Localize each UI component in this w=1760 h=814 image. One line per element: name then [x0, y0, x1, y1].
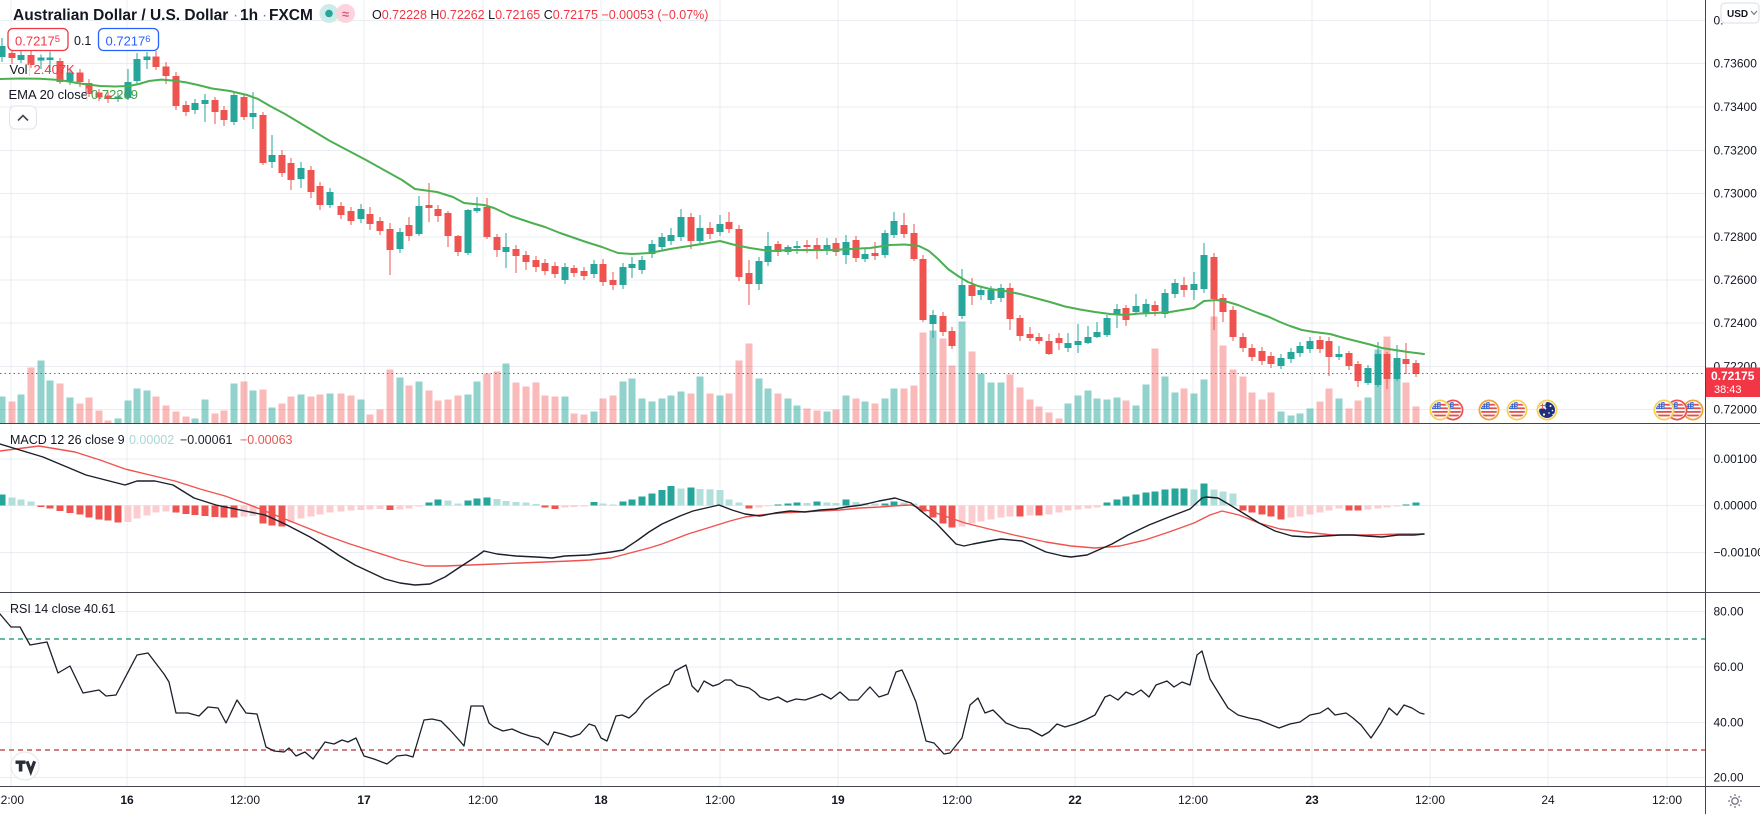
svg-text:0.73200: 0.73200 [1714, 144, 1758, 158]
svg-text:·: · [262, 7, 267, 24]
svg-text:0.00000: 0.00000 [1714, 499, 1758, 513]
svg-text:20.00: 20.00 [1714, 771, 1744, 785]
svg-text:0.72800: 0.72800 [1714, 230, 1758, 244]
svg-text:Vol: Vol [10, 62, 28, 77]
svg-text:0.73000: 0.73000 [1714, 187, 1758, 201]
svg-text:24: 24 [1541, 793, 1555, 807]
svg-text:80.00: 80.00 [1714, 605, 1744, 619]
svg-text:−0.00061: −0.00061 [180, 433, 233, 447]
svg-text:0.00002: 0.00002 [129, 433, 174, 447]
svg-text:−0.00063: −0.00063 [240, 433, 293, 447]
svg-text:USD: USD [1727, 9, 1748, 20]
svg-text:12:00: 12:00 [468, 793, 498, 807]
svg-text:·: · [233, 7, 238, 24]
svg-text:12:00: 12:00 [1652, 793, 1682, 807]
svg-text:0.00100: 0.00100 [1714, 452, 1758, 466]
svg-text:12:00: 12:00 [1415, 793, 1445, 807]
svg-text:MACD 12 26 close 9: MACD 12 26 close 9 [10, 433, 125, 447]
svg-text:12:00: 12:00 [942, 793, 972, 807]
svg-text:≈: ≈ [342, 7, 349, 22]
svg-text:12:00: 12:00 [705, 793, 735, 807]
svg-text:Australian Dollar / U.S. Dolla: Australian Dollar / U.S. Dollar [13, 7, 228, 24]
svg-text:2.407K: 2.407K [34, 62, 76, 77]
svg-text:−0.00100: −0.00100 [1714, 546, 1760, 560]
svg-text:19: 19 [831, 793, 845, 807]
svg-text:0.72400: 0.72400 [1714, 316, 1758, 330]
svg-text:0.: 0. [1714, 14, 1724, 28]
svg-text:0.72176: 0.72176 [106, 34, 151, 49]
svg-text:60.00: 60.00 [1714, 660, 1744, 674]
svg-text:12:00: 12:00 [230, 793, 260, 807]
svg-text:40.00: 40.00 [1714, 716, 1744, 730]
svg-text:40.61: 40.61 [84, 602, 115, 616]
svg-text:0.72600: 0.72600 [1714, 273, 1758, 287]
svg-text:0.72269: 0.72269 [91, 87, 138, 102]
svg-text:0.72175: 0.72175 [15, 34, 60, 49]
svg-text:RSI 14 close: RSI 14 close [10, 602, 81, 616]
svg-text:12:00: 12:00 [0, 793, 24, 807]
svg-text:38:43: 38:43 [1714, 384, 1742, 396]
svg-text:16: 16 [120, 793, 134, 807]
svg-text:0.1: 0.1 [74, 34, 91, 48]
svg-text:23: 23 [1305, 793, 1319, 807]
svg-text:1h: 1h [240, 7, 258, 24]
svg-text:EMA 20 close: EMA 20 close [9, 87, 89, 102]
svg-text:12:00: 12:00 [1178, 793, 1208, 807]
svg-text:17: 17 [357, 793, 371, 807]
svg-text:0.72175: 0.72175 [1711, 369, 1755, 383]
svg-text:0.72000: 0.72000 [1714, 403, 1758, 417]
svg-text:O0.72228 H0.72262 L0.72165 C0.: O0.72228 H0.72262 L0.72165 C0.72175 −0.0… [372, 8, 708, 22]
svg-text:FXCM: FXCM [269, 7, 313, 24]
svg-text:0.73400: 0.73400 [1714, 100, 1758, 114]
svg-text:0.73600: 0.73600 [1714, 57, 1758, 71]
svg-text:22: 22 [1068, 793, 1082, 807]
svg-text:18: 18 [594, 793, 608, 807]
